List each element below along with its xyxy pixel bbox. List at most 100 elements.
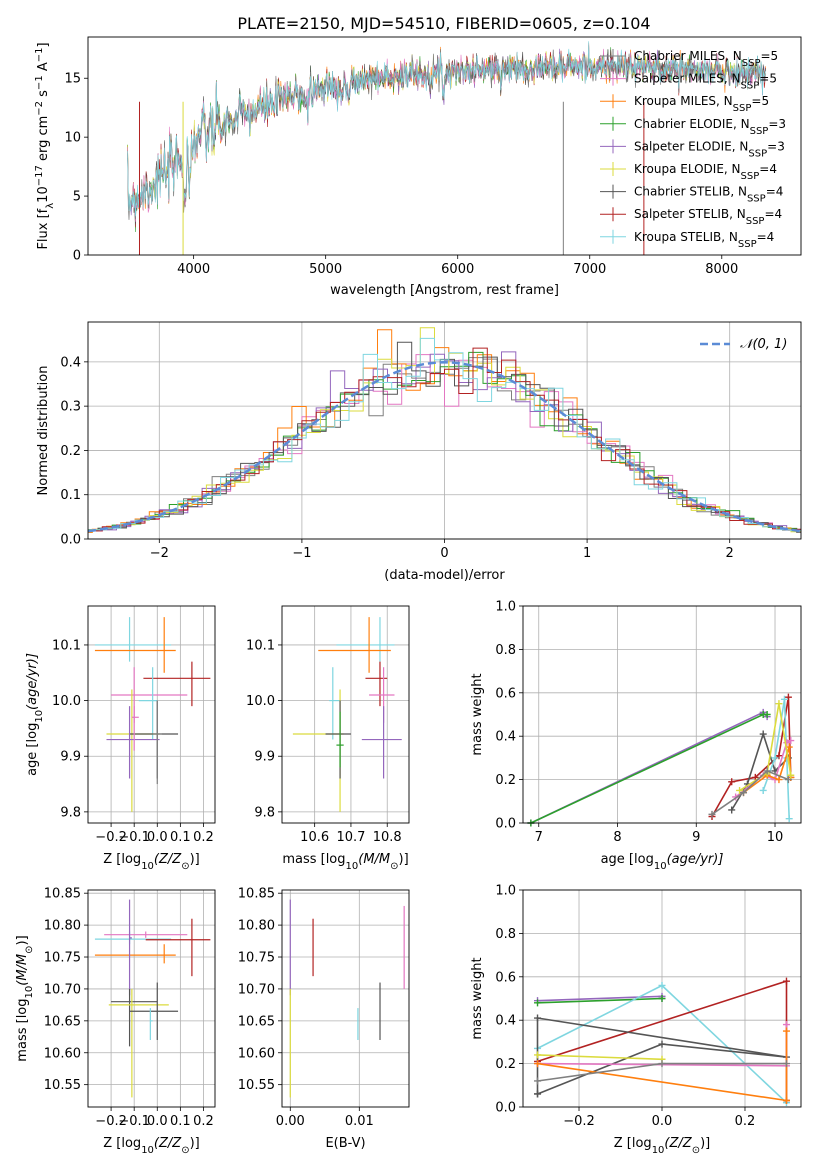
y-tick-label: 0.4 (495, 1014, 516, 1029)
y-tick-label: 10.70 (44, 982, 81, 997)
label-part: SSP (746, 216, 765, 227)
weight-point (782, 1096, 790, 1104)
axes-frame (281, 889, 410, 1108)
weight-point (782, 1027, 790, 1035)
x-tick-label: −0.2 (563, 1114, 595, 1129)
label-part: Kroupa MILES, N (634, 94, 733, 108)
weight-point (708, 810, 716, 818)
legend-entry: Salpeter ELODIE, NSSP=3 (634, 139, 785, 159)
label-part: 10 (652, 1145, 665, 1156)
label-part: SSP (733, 103, 752, 114)
label-part: −1 (34, 75, 45, 90)
label-part: 10 (346, 861, 359, 872)
legend-entry: Salpeter MILES, NSSP=5 (634, 72, 777, 92)
label-part: mass [log (15, 998, 30, 1061)
label-part: SSP (742, 58, 761, 69)
label-part: =4 (759, 162, 777, 176)
y-tick-label: 0.3 (60, 400, 81, 415)
x-tick-label: 0.2 (193, 1114, 214, 1129)
histogram-step (88, 347, 801, 533)
label-part: λ (45, 203, 56, 209)
label-part: Z [log (614, 1136, 652, 1151)
y-tick-label: 0.4 (495, 730, 516, 745)
label-part: −1 (34, 48, 45, 63)
axes-frame (87, 36, 802, 256)
y-tick-label: 10.85 (44, 887, 81, 902)
x-axis-label: Z [log10(Z/Z⊙)] (103, 1136, 199, 1156)
y-axis-label: Flux [fλ10−17 erg cm−2 s−1 A−1] (34, 42, 56, 249)
label-part: Flux [f (36, 208, 51, 249)
x-tick-label: 0.1 (170, 1114, 191, 1129)
label-part: =5 (759, 72, 777, 86)
x-tick-label: 2 (726, 546, 734, 561)
y-tick-label: 10.65 (44, 1014, 81, 1029)
weight-point (759, 786, 767, 794)
x-tick-label: −0.2 (95, 830, 127, 845)
x-tick-label: 0.01 (345, 1114, 374, 1129)
label-part: age [log (25, 723, 40, 776)
label-part: )] (15, 935, 30, 945)
weight-point (775, 776, 783, 784)
label-part: Kroupa ELODIE, N (634, 162, 741, 176)
weight-point (771, 754, 779, 762)
weight-point (740, 789, 748, 797)
weight-line (537, 997, 663, 1004)
label-part: SSP (741, 80, 760, 91)
y-tick-label: 10.1 (52, 638, 81, 653)
legend-entry: Chabrier MILES, NSSP=5 (634, 49, 778, 69)
label-part: =3 (767, 139, 785, 153)
label-part: )] (190, 852, 200, 867)
label-part: ⊙ (24, 945, 35, 953)
x-tick-label: 10.6 (300, 830, 329, 845)
weight-point (736, 786, 744, 794)
label-part: SSP (738, 238, 757, 249)
label-part: s (36, 90, 51, 101)
label-part: (M/M (358, 852, 390, 867)
x-tick-label: 6000 (441, 262, 474, 277)
label-part: Z [log (103, 852, 141, 867)
weight-point (783, 739, 791, 747)
x-tick-label: 8 (613, 830, 621, 845)
weight-point (775, 752, 783, 760)
weight-line (711, 769, 789, 815)
y-tick-label: 9.9 (254, 750, 275, 765)
y-tick-label: 10.80 (238, 919, 275, 934)
label-part: =5 (751, 94, 769, 108)
weight-point (782, 977, 790, 985)
weight-point (784, 776, 792, 784)
x-tick-label: 10.7 (336, 830, 365, 845)
spectrum-panel: 4000 5000 6000 7000 8000 0 5 10 15 wavelength [An… (34, 36, 802, 298)
label-part: ⊙ (390, 861, 398, 872)
y-tick-label: 10.55 (44, 1078, 81, 1093)
y-tick-label: 10.65 (238, 1014, 275, 1029)
x-tick-label: −0.1 (118, 1114, 150, 1129)
label-part: erg cm (36, 116, 51, 165)
y-tick-label: 0.4 (60, 355, 81, 370)
x-axis-label: wavelength [Angstrom, rest frame] (330, 283, 559, 298)
y-tick-label: 10.75 (238, 951, 275, 966)
y-tick-label: 10.55 (238, 1078, 275, 1093)
weight-point (658, 1060, 666, 1068)
label-part: Z [log (103, 1136, 141, 1151)
legend-entry: Kroupa MILES, NSSP=5 (634, 94, 769, 114)
legend-entry: 𝒩(0, 1) (740, 337, 787, 352)
y-axis-label: mass [log10(M/M⊙)] (15, 935, 35, 1061)
weight-point (780, 695, 788, 703)
x-tick-label: 0.2 (735, 1114, 756, 1129)
y-tick-label: 0.6 (495, 686, 516, 701)
y-tick-label: 0.2 (60, 444, 81, 459)
label-part: Salpeter STELIB, N (634, 207, 746, 221)
y-tick-label: 0.6 (495, 970, 516, 985)
weight-point (787, 771, 795, 779)
weight-point (534, 1051, 542, 1059)
weight-point (728, 806, 736, 814)
legend-entry: Kroupa STELIB, NSSP=4 (634, 230, 774, 250)
z-mass-panel: −0.2−0.10.0 0.1 0.2 10.55 10.60 10.65 10.70 10.… (15, 887, 216, 1156)
normal-curve (87, 361, 802, 533)
weight-point (782, 1021, 790, 1029)
x-tick-label: 0.00 (276, 1114, 305, 1129)
weight-line (711, 696, 792, 817)
weight-point (534, 1077, 542, 1085)
x-tick-label: −0.2 (95, 1114, 127, 1129)
